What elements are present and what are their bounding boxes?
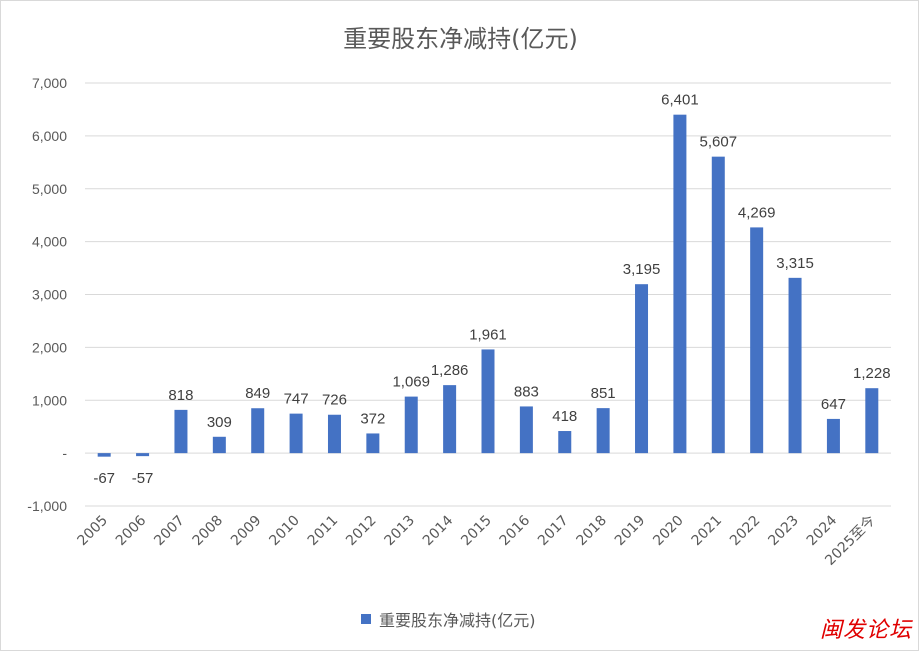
- y-tick-label: 4,000: [32, 234, 67, 250]
- chart-title: 重要股东净减持(亿元): [343, 25, 578, 53]
- x-tick-label: 2009: [228, 513, 265, 550]
- x-tick-label: 2010: [266, 513, 303, 550]
- data-label: 851: [591, 385, 616, 402]
- data-label: 6,401: [661, 92, 699, 109]
- data-label: 5,607: [700, 134, 738, 151]
- bar: [635, 284, 649, 454]
- x-tick-label: 2022: [727, 513, 764, 550]
- bar: [212, 436, 226, 454]
- data-label: 883: [514, 383, 539, 400]
- legend-label: 重要股东净减持(亿元): [379, 611, 536, 630]
- x-tick-label: 2007: [151, 513, 188, 550]
- data-label: 1,228: [853, 365, 891, 382]
- data-label: 1,069: [392, 374, 430, 391]
- data-label: -57: [132, 470, 154, 487]
- data-label: 418: [552, 408, 577, 425]
- y-tick-label: -1,000: [27, 498, 67, 514]
- bar: [711, 156, 725, 454]
- y-tick-label: 1,000: [32, 392, 67, 408]
- x-tick-label: 2021: [689, 513, 726, 550]
- bar: [826, 418, 840, 454]
- legend-swatch: [361, 614, 371, 624]
- bar: [289, 413, 303, 454]
- x-tick-label: 2023: [765, 513, 802, 550]
- data-label: 849: [245, 385, 270, 402]
- x-tick-label: 2013: [382, 513, 419, 550]
- x-tick-label: 2019: [612, 513, 649, 550]
- bar: [97, 453, 111, 457]
- bar: [596, 408, 610, 454]
- bar: [865, 388, 879, 454]
- data-label: 647: [821, 396, 846, 413]
- x-tick-label: 2008: [190, 513, 227, 550]
- bar: [750, 227, 764, 454]
- x-tick-label: 2006: [113, 512, 150, 549]
- data-label: 4,269: [738, 204, 776, 221]
- watermark: 闽发论坛: [819, 618, 912, 643]
- data-label: 3,195: [623, 261, 661, 278]
- y-tick-label: 7,000: [32, 75, 67, 91]
- x-tick-label: 2016: [497, 512, 534, 549]
- bar: [174, 409, 188, 454]
- x-tick-label: 2012: [343, 513, 380, 550]
- x-tick-label: 2020: [650, 513, 687, 550]
- x-tick-label: 2017: [535, 513, 572, 550]
- data-label: 372: [360, 410, 385, 427]
- bar: [327, 414, 341, 454]
- bar: [558, 431, 572, 454]
- y-tick-label: 2,000: [32, 339, 67, 355]
- bar: [481, 349, 495, 454]
- data-label: 747: [284, 391, 309, 408]
- data-label: -67: [93, 470, 115, 487]
- data-label: 1,286: [431, 362, 469, 379]
- y-tick-label: 5,000: [32, 181, 67, 197]
- legend: 重要股东净减持(亿元): [361, 609, 536, 630]
- x-tick-label: 2011: [305, 513, 342, 550]
- x-tick-label: 2005: [75, 513, 112, 550]
- bar: [443, 385, 457, 454]
- bar: [366, 433, 380, 454]
- bar: [788, 277, 802, 454]
- y-tick-label: -: [62, 445, 67, 461]
- bar: [519, 406, 533, 454]
- y-tick-label: 3,000: [32, 287, 67, 303]
- data-label: 309: [207, 414, 232, 431]
- x-tick-label: 2024: [804, 512, 841, 549]
- bar: [251, 408, 265, 454]
- x-tick-label: 2015: [458, 513, 495, 550]
- bar: [136, 453, 150, 457]
- y-tick-label: 6,000: [32, 128, 67, 144]
- data-label: 726: [322, 392, 347, 409]
- data-label: 1,961: [469, 326, 507, 343]
- x-tick-label: 2018: [573, 513, 610, 550]
- bar: [673, 114, 687, 454]
- x-tick-label: 2014: [420, 512, 457, 549]
- bar: [404, 396, 418, 454]
- data-label: 818: [168, 387, 193, 404]
- data-label: 3,315: [776, 255, 814, 272]
